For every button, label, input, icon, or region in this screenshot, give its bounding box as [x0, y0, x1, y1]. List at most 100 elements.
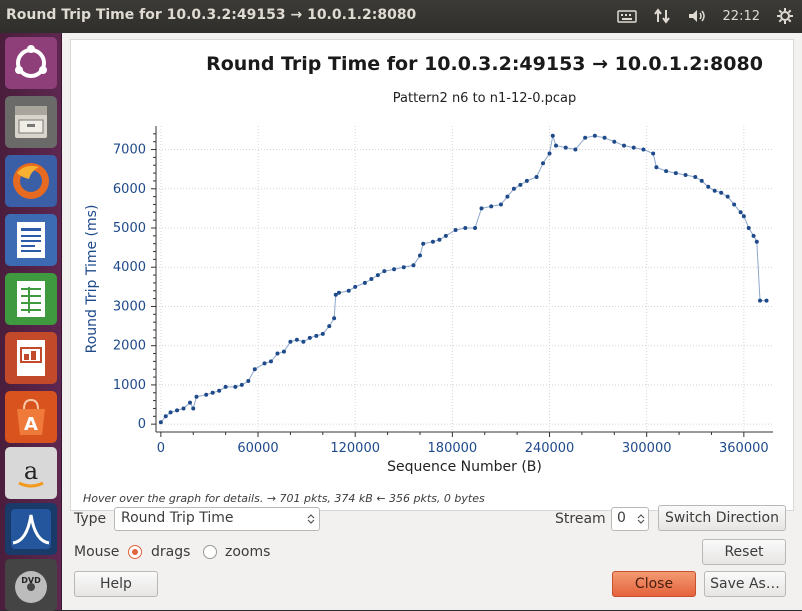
rtt-data-point	[294, 337, 299, 342]
impress-button[interactable]	[5, 332, 57, 384]
rtt-data-point	[275, 351, 280, 356]
help-button[interactable]: Help	[74, 571, 158, 597]
svg-text:a: a	[24, 457, 38, 485]
rtt-data-point	[158, 420, 163, 425]
rtt-data-point	[498, 202, 503, 207]
rtt-data-point	[673, 171, 678, 176]
top-panel: Round Trip Time for 10.0.3.2:49153 → 10.…	[0, 0, 802, 33]
wireshark-icon	[11, 509, 51, 549]
volume-icon[interactable]	[687, 8, 707, 24]
close-button[interactable]: Close	[612, 571, 696, 597]
type-combo[interactable]: Round Trip Time	[114, 507, 320, 531]
writer-button[interactable]	[5, 214, 57, 266]
rtt-data-point	[612, 139, 617, 144]
rtt-data-point	[239, 382, 244, 387]
firefox-icon	[13, 163, 49, 199]
rtt-data-point	[573, 147, 578, 152]
rtt-data-point	[191, 406, 196, 411]
y-tick-label: 6000	[113, 182, 146, 197]
software-center-button[interactable]: A	[5, 391, 57, 443]
files-icon	[15, 106, 47, 138]
x-tick-label: 300000	[622, 441, 672, 456]
impress-icon	[17, 340, 45, 376]
rtt-data-point	[732, 202, 737, 207]
zooms-radio[interactable]	[203, 545, 217, 559]
x-tick-label: 120000	[330, 441, 380, 456]
y-tick-label: 4000	[113, 260, 146, 275]
dvd-icon: DVD	[15, 571, 47, 603]
rtt-data-point	[168, 410, 173, 415]
reset-button[interactable]: Reset	[702, 539, 786, 565]
rtt-data-point	[473, 226, 478, 230]
rtt-data-point	[443, 233, 448, 238]
calc-button[interactable]	[5, 273, 57, 325]
rtt-data-point	[181, 406, 186, 411]
switch-direction-button[interactable]: Switch Direction	[658, 505, 786, 531]
firefox-button[interactable]	[5, 155, 57, 207]
rtt-series-line	[160, 135, 767, 423]
combo-arrows-icon	[307, 514, 315, 524]
rtt-data-point	[401, 265, 406, 270]
rtt-data-point	[382, 269, 387, 274]
rtt-data-point	[453, 227, 458, 232]
rtt-data-point	[437, 237, 442, 242]
rtt-data-point	[463, 226, 468, 230]
rtt-data-point	[602, 135, 607, 140]
y-tick-label: 7000	[113, 143, 146, 158]
rtt-data-point	[210, 390, 215, 395]
rtt-data-point	[505, 194, 510, 199]
rtt-data-point	[223, 384, 228, 389]
rtt-data-point	[541, 161, 546, 166]
y-tick-label: 5000	[113, 221, 146, 236]
rtt-data-point	[725, 194, 730, 199]
clock[interactable]: 22:12	[722, 8, 760, 24]
network-icon[interactable]	[653, 8, 671, 24]
rtt-data-point	[524, 178, 529, 183]
rtt-data-point	[751, 233, 756, 238]
gear-icon[interactable]	[776, 7, 794, 25]
wireshark-button[interactable]	[5, 503, 57, 555]
x-tick-label: 360000	[719, 441, 769, 456]
status-hint: Hover over the graph for details. → 701 …	[83, 492, 485, 505]
x-tick-label: 180000	[428, 441, 478, 456]
drags-label[interactable]: drags	[151, 544, 191, 560]
stream-value: 0	[617, 510, 626, 526]
rtt-data-point	[741, 214, 746, 219]
window-title: Round Trip Time for 10.0.3.2:49153 → 10.…	[6, 7, 417, 23]
x-tick-label: 240000	[525, 441, 575, 456]
rtt-data-point	[262, 361, 267, 366]
dvd-button[interactable]: DVD	[5, 559, 57, 611]
zooms-label[interactable]: zooms	[225, 544, 271, 560]
rtt-data-point	[288, 339, 293, 344]
x-tick-label: 60000	[237, 441, 278, 456]
drags-radio[interactable]	[128, 545, 142, 559]
keyboard-icon[interactable]	[616, 8, 637, 24]
save-as-button[interactable]: Save As…	[704, 571, 786, 597]
plot-area[interactable]: Round Trip Time for 10.0.3.2:49153 → 10.…	[70, 39, 794, 511]
rtt-data-point	[547, 151, 552, 156]
rtt-data-point	[375, 273, 380, 278]
rtt-data-point	[683, 173, 688, 178]
rtt-data-point	[353, 284, 358, 289]
rtt-data-point	[622, 143, 627, 148]
rtt-data-point	[583, 135, 588, 140]
ubuntu-dash-icon	[15, 45, 47, 78]
ubuntu-dash-button[interactable]	[5, 37, 57, 89]
rtt-chart[interactable]: Round Trip Time for 10.0.3.2:49153 → 10.…	[71, 40, 795, 485]
rtt-data-point	[411, 263, 416, 268]
rtt-data-point	[712, 188, 717, 193]
rtt-data-point	[307, 335, 312, 340]
files-button[interactable]	[5, 96, 57, 148]
amazon-icon: a	[18, 457, 44, 488]
rtt-data-point	[738, 210, 743, 215]
y-tick-label: 0	[138, 417, 146, 432]
rtt-data-point	[641, 147, 646, 152]
rtt-data-point	[362, 280, 367, 285]
rtt-data-point	[563, 145, 568, 150]
rtt-data-point	[534, 175, 539, 179]
software-center-icon: A	[17, 398, 45, 435]
stream-spinbox[interactable]: 0	[611, 507, 649, 531]
amazon-button[interactable]: a	[5, 447, 57, 499]
rtt-data-point	[417, 253, 422, 258]
rtt-data-point	[314, 333, 319, 338]
